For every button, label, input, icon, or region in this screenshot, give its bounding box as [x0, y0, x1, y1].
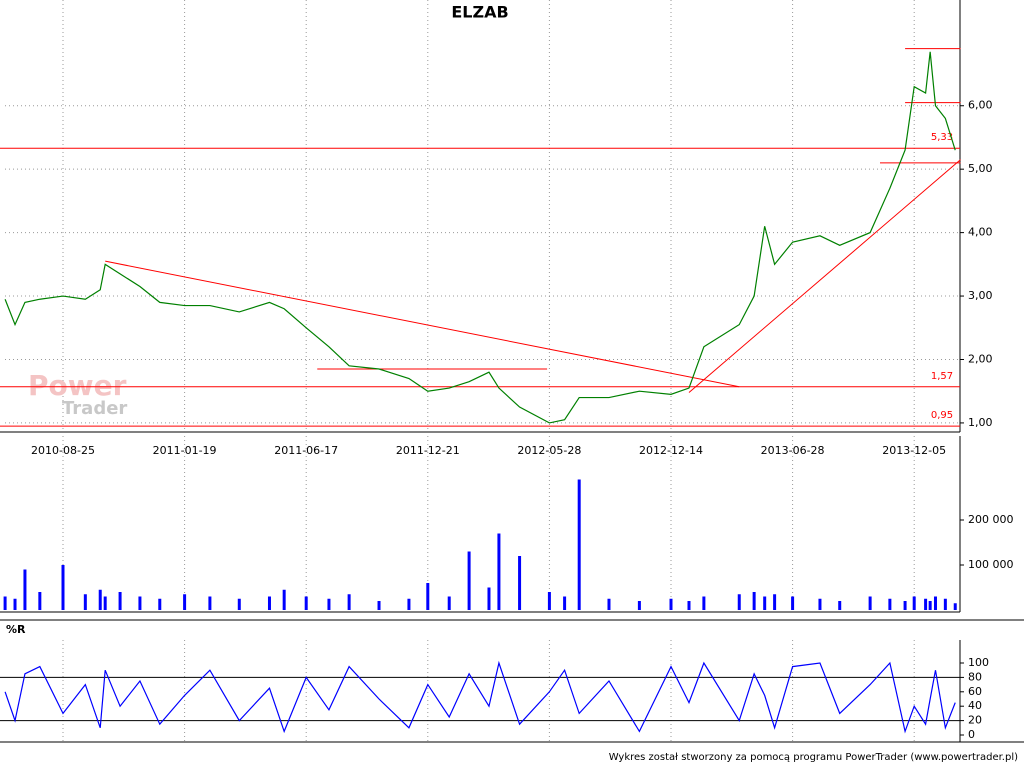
volume-bar	[563, 596, 567, 610]
y-tick-label: 5,00	[968, 162, 993, 175]
volume-bar	[347, 594, 351, 610]
volume-bar	[838, 601, 842, 610]
volume-bar	[547, 592, 551, 610]
volume-bar	[377, 601, 381, 610]
volume-bar	[23, 569, 27, 610]
panel-title: %R	[6, 623, 26, 636]
volume-bar	[518, 556, 522, 610]
volume-bar	[83, 594, 87, 610]
volume-bar	[138, 596, 142, 610]
watermark: Power	[28, 369, 127, 402]
volume-bar	[98, 589, 102, 610]
y-tick-label: 4,00	[968, 226, 993, 239]
volume-bar	[118, 592, 122, 610]
x-tick-label: 2011-06-17	[274, 444, 338, 457]
volume-bar	[61, 565, 65, 610]
volume-bar	[933, 596, 937, 610]
y-tick-label: 40	[968, 699, 982, 712]
y-tick-label: 3,00	[968, 289, 993, 302]
volume-bar	[158, 598, 162, 610]
chart-title: ELZAB	[451, 3, 508, 22]
y-tick-label: 20	[968, 714, 982, 727]
y-tick-label: 100 000	[968, 558, 1014, 571]
price-line	[4, 51, 956, 424]
y-tick-label: 80	[968, 670, 982, 683]
volume-bar	[687, 601, 691, 610]
volume-bar	[791, 596, 795, 610]
volume-bar	[304, 596, 308, 610]
x-tick-label: 2012-05-28	[517, 444, 581, 457]
volume-bar	[924, 598, 928, 610]
volume-bar	[928, 601, 932, 610]
y-tick-label: 60	[968, 685, 982, 698]
volume-bar	[497, 533, 501, 610]
trend-line	[688, 159, 961, 393]
volume-bar	[702, 596, 706, 610]
volume-bar	[208, 596, 212, 610]
x-tick-label: 2011-01-19	[153, 444, 217, 457]
watermark: Trader	[62, 398, 127, 419]
x-tick-label: 2010-08-25	[31, 444, 95, 457]
trend-line	[105, 260, 740, 388]
volume-bar	[943, 598, 947, 610]
volume-bar	[773, 594, 777, 610]
volume-bar	[447, 596, 451, 610]
volume-bar	[237, 598, 241, 610]
volume-bar	[487, 587, 491, 610]
footer: Wykres został stworzony za pomocą progra…	[609, 752, 1018, 763]
y-tick-label: 0	[968, 728, 975, 741]
volume-bar	[912, 596, 916, 610]
y-tick-label: 1,00	[968, 416, 993, 429]
x-tick-label: 2013-12-05	[882, 444, 946, 457]
level-label: 1,57	[931, 371, 953, 382]
volume-bar	[183, 594, 187, 610]
x-tick-label: 2012-12-14	[639, 444, 703, 457]
volume-bar	[953, 603, 957, 610]
volume-bar	[818, 598, 822, 610]
price-line	[4, 660, 956, 734]
level-label: 0,95	[931, 410, 953, 421]
volume-bar	[407, 598, 411, 610]
x-tick-label: 2013-06-28	[761, 444, 825, 457]
x-tick-label: 2011-12-21	[396, 444, 460, 457]
y-tick-label: 200 000	[968, 513, 1014, 526]
volume-bar	[752, 592, 756, 610]
volume-bar	[3, 596, 7, 610]
y-tick-label: 100	[968, 656, 989, 669]
volume-bar	[467, 551, 471, 610]
y-tick-label: 6,00	[968, 99, 993, 112]
volume-bar	[637, 601, 641, 610]
volume-bar	[13, 598, 17, 610]
volume-bar	[669, 598, 673, 610]
volume-bar	[577, 479, 581, 610]
volume-bar	[103, 596, 107, 610]
volume-bar	[282, 589, 286, 610]
volume-bar	[327, 598, 331, 610]
volume-bar	[267, 596, 271, 610]
volume-bar	[903, 601, 907, 610]
level-label: 5,33	[931, 132, 953, 143]
volume-bar	[888, 598, 892, 610]
volume-bar	[763, 596, 767, 610]
y-tick-label: 2,00	[968, 352, 993, 365]
volume-bar	[426, 583, 430, 610]
volume-bar	[868, 596, 872, 610]
volume-bar	[607, 598, 611, 610]
volume-bar	[737, 594, 741, 610]
volume-bar	[38, 592, 42, 610]
